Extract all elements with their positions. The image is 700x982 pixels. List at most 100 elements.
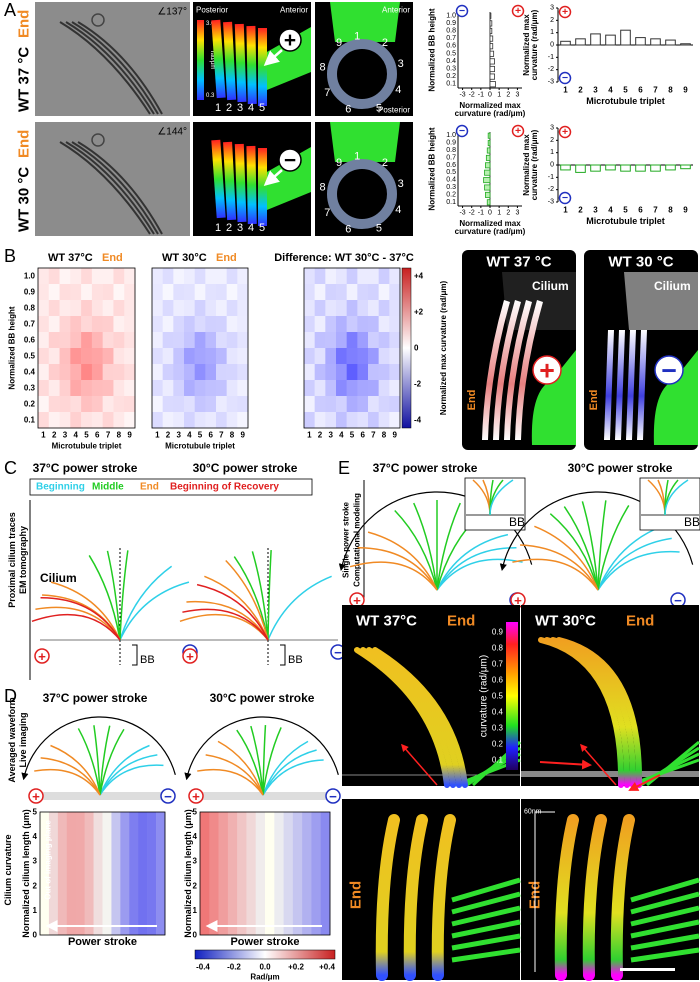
trace xyxy=(597,525,662,591)
heatmap-cell xyxy=(357,268,369,285)
heatmap-cell xyxy=(237,412,249,429)
x-tick-label: 9 xyxy=(683,86,688,95)
trace xyxy=(106,550,121,641)
heatmap-cell xyxy=(38,316,50,333)
heatmap-cell xyxy=(304,380,315,397)
trace xyxy=(119,550,129,641)
ring-number: 5 xyxy=(376,102,382,114)
tomogram-feature xyxy=(71,141,159,235)
heatmap-cell xyxy=(357,332,369,349)
render-title: WT 30°C xyxy=(535,613,596,630)
bar xyxy=(635,164,646,172)
strand xyxy=(515,300,543,440)
green-render xyxy=(630,905,700,927)
y-tick-label: 1.0 xyxy=(446,132,456,139)
colorbar-tick-label: -2 xyxy=(414,380,422,389)
curvature-column xyxy=(138,812,148,935)
trace xyxy=(182,608,269,641)
cilium-render xyxy=(330,122,400,162)
y-tick-label: 0.5 xyxy=(446,169,456,176)
y-tick-label: 2 xyxy=(550,17,554,24)
sign-circle xyxy=(558,191,572,205)
heatmap-cell xyxy=(336,268,347,285)
colorbar-tick-label: +2 xyxy=(414,308,424,317)
x-tick-label: -2 xyxy=(469,210,475,217)
label-box: Normalized max curvature (rad/μm) xyxy=(455,219,526,236)
sign: − xyxy=(329,789,337,804)
base-bar xyxy=(40,792,165,800)
x-tick-label: 4 xyxy=(187,431,192,440)
cilium-zoom xyxy=(610,814,635,981)
triplet-number: 2 xyxy=(226,222,232,234)
heatmap-cell xyxy=(216,412,227,429)
x-axis-label: Microtubule triplet xyxy=(165,442,235,451)
label-box: Normalized max curvature (rad/μm) xyxy=(454,100,526,118)
heatmap-cell xyxy=(194,284,206,301)
heatmap-cell xyxy=(124,300,136,317)
bar xyxy=(620,29,631,46)
heatmap-cell xyxy=(38,332,50,349)
heatmap-cell xyxy=(113,412,125,429)
sign-circle xyxy=(558,5,572,19)
cilium-label: Cilium xyxy=(40,571,77,585)
stage-label: End xyxy=(16,10,33,38)
bar xyxy=(680,164,691,170)
heatmap-cell xyxy=(194,380,206,397)
heatmap-cell xyxy=(368,316,379,333)
heatmap-cell xyxy=(237,332,249,349)
curvature-column xyxy=(93,812,103,935)
heatmap-cell xyxy=(59,348,71,365)
x-tick-label: 8 xyxy=(382,431,387,440)
bb-label: BB xyxy=(684,515,700,529)
ring-number: 5 xyxy=(376,222,382,234)
ring-number: 1 xyxy=(354,151,360,163)
green-render xyxy=(451,891,521,915)
trace xyxy=(262,740,309,796)
x-tick-label: 1 xyxy=(497,210,501,217)
heatmap-frame xyxy=(199,811,331,936)
sign: + xyxy=(38,649,46,664)
curvature-column xyxy=(302,812,312,935)
x-tick-label: 1 xyxy=(307,431,312,440)
stage-label: End xyxy=(626,613,654,630)
heatmap-frame xyxy=(303,267,401,429)
y-tick-label: 0 xyxy=(33,931,38,940)
bar xyxy=(650,38,661,46)
cilium-render xyxy=(360,647,456,788)
heatmap-cell xyxy=(378,300,390,317)
heatmap-cell xyxy=(389,380,401,397)
triplet-number: 2 xyxy=(226,102,232,114)
heatmap-cell xyxy=(194,348,206,365)
heatmap-cell xyxy=(368,300,379,317)
ring-number: 6 xyxy=(345,104,351,116)
y-tick-label: 0.4 xyxy=(446,58,456,65)
trace xyxy=(196,583,269,641)
heatmap-cell xyxy=(184,300,195,317)
bar xyxy=(560,40,571,46)
panel-title: 30°C power stroke xyxy=(568,461,673,475)
tomogram-feature xyxy=(59,141,151,235)
trace xyxy=(205,754,264,796)
cilium-render xyxy=(366,647,462,788)
triplet-render xyxy=(223,21,237,101)
ring-number: 4 xyxy=(395,204,401,216)
x-tick-label: 7 xyxy=(653,86,658,95)
heatmap-cell xyxy=(357,380,369,397)
bar xyxy=(489,43,494,50)
red-arrow xyxy=(580,743,617,786)
heatmap-cell xyxy=(378,284,390,301)
heatmap-cell xyxy=(48,284,60,301)
heatmap-cell xyxy=(378,364,390,381)
bar xyxy=(575,164,586,173)
trace xyxy=(42,594,121,641)
y-axis-label: Normalized BB height xyxy=(8,306,17,389)
heatmap-cell xyxy=(226,412,238,429)
heatmap-cell xyxy=(102,348,114,365)
stage-label: End xyxy=(588,390,600,411)
heatmap-cell xyxy=(325,284,337,301)
x-tick-label: 8 xyxy=(668,206,673,215)
curvature-column xyxy=(40,812,50,935)
strand xyxy=(615,330,625,440)
heatmap-cell xyxy=(314,300,326,317)
label: Normalized max curvature (rad/μm) xyxy=(454,100,526,118)
